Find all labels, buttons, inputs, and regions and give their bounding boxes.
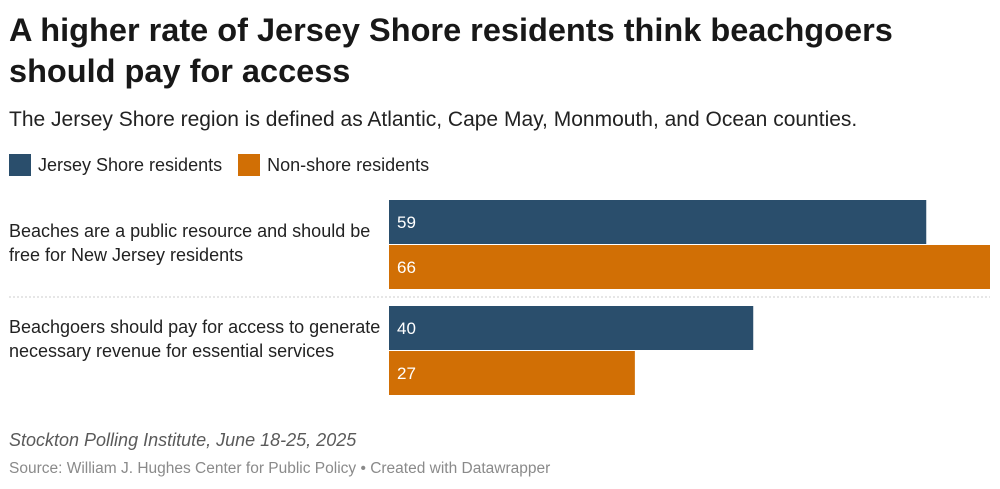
- legend-item-non-shore: Non-shore residents: [238, 152, 429, 178]
- legend: Jersey Shore residents Non-shore residen…: [9, 152, 445, 178]
- data-label-pay-access-shore: 40: [397, 319, 416, 338]
- data-label-free-access-shore: 59: [397, 213, 416, 232]
- legend-item-shore: Jersey Shore residents: [9, 152, 222, 178]
- legend-swatch-shore: [9, 154, 31, 176]
- chart-subtitle: The Jersey Shore region is defined as At…: [9, 108, 858, 131]
- data-label-pay-access-non-shore: 27: [397, 364, 416, 383]
- bar-free-access-shore: [389, 200, 927, 244]
- bar-pay-access-shore: [389, 306, 754, 350]
- bar-free-access-non-shore: [389, 245, 990, 289]
- legend-label-shore: Jersey Shore residents: [38, 155, 223, 175]
- legend-swatch-non-shore: [238, 154, 261, 176]
- footer-source: Source: William J. Hughes Center for Pub…: [9, 460, 551, 477]
- footer-note: Stockton Polling Institute, June 18-25, …: [9, 430, 357, 450]
- chart-title: A higher rate of Jersey Shore residents …: [9, 12, 893, 89]
- legend-label-non-shore: Non-shore residents: [267, 155, 430, 175]
- category-label-pay-access: Beachgoers should pay for access to gene…: [9, 317, 381, 361]
- data-label-free-access-non-shore: 66: [397, 258, 416, 277]
- bar-pay-access-non-shore: [389, 351, 635, 395]
- category-label-free-access: Beaches are a public resource and should…: [9, 221, 371, 265]
